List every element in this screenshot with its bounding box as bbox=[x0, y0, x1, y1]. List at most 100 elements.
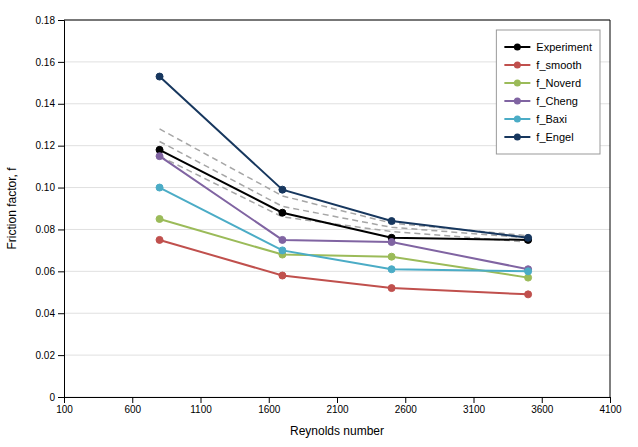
series-line bbox=[160, 129, 529, 236]
tick: 0.02 bbox=[36, 350, 64, 361]
point bbox=[525, 291, 532, 298]
tick-label: 3100 bbox=[463, 404, 486, 415]
tick-mark bbox=[269, 397, 270, 403]
tick-label: 600 bbox=[124, 404, 141, 415]
series-line bbox=[160, 188, 529, 272]
series-line bbox=[160, 141, 529, 237]
legend-marker bbox=[514, 62, 521, 69]
legend: Experimentf_smoothf_Noverdf_Chengf_Baxif… bbox=[496, 30, 600, 154]
tick-label: 0.16 bbox=[36, 57, 56, 68]
tick: 0.12 bbox=[36, 140, 64, 151]
tick-label: 4100 bbox=[599, 404, 622, 415]
tick: 2600 bbox=[395, 397, 418, 415]
marks bbox=[156, 73, 532, 298]
point bbox=[156, 184, 163, 191]
legend-item: f_Engel bbox=[504, 131, 573, 143]
series-line bbox=[160, 240, 529, 294]
tick: 4100 bbox=[599, 397, 622, 415]
legend-box bbox=[496, 30, 600, 154]
tick-label: 0.06 bbox=[36, 266, 56, 277]
tick-label: 0.02 bbox=[36, 350, 56, 361]
axis-line bbox=[58, 21, 65, 398]
series-line bbox=[160, 77, 529, 238]
series-line bbox=[160, 156, 529, 269]
tick: 2100 bbox=[326, 397, 349, 415]
series-line bbox=[160, 219, 529, 278]
tick: 0.04 bbox=[36, 308, 64, 319]
point bbox=[279, 209, 286, 216]
point bbox=[525, 234, 532, 241]
tick-mark bbox=[58, 146, 64, 147]
legend-label: f_Cheng bbox=[536, 95, 578, 107]
tick-label: 100 bbox=[56, 404, 73, 415]
legend-marker bbox=[514, 80, 521, 87]
grid bbox=[64, 20, 610, 397]
tick: 100 bbox=[56, 397, 73, 415]
tick: 0.06 bbox=[36, 266, 64, 277]
y-axis: 0 0.02 0.04 0.06 0.08 0.10 0.12 0.14 0.16 0.18 bbox=[36, 15, 65, 403]
tick: 1100 bbox=[190, 397, 212, 415]
legend-marker bbox=[514, 98, 521, 105]
x-axis-title: Reynolds number bbox=[290, 424, 384, 438]
tick: 3100 bbox=[463, 397, 486, 415]
grid-line bbox=[64, 20, 610, 21]
tick-mark bbox=[58, 20, 64, 21]
grid-line bbox=[64, 229, 610, 230]
tick: 600 bbox=[124, 397, 141, 415]
tick-label: 2600 bbox=[395, 404, 418, 415]
grid-line bbox=[64, 313, 610, 314]
frame bbox=[64, 20, 610, 21]
point bbox=[525, 268, 532, 275]
tick: 0 bbox=[49, 392, 64, 403]
tick-mark bbox=[58, 229, 64, 230]
y-axis-title: Friction factor, f bbox=[5, 167, 19, 250]
tick-mark bbox=[405, 397, 406, 403]
plot: 100600110016002100260031003600410000.020… bbox=[36, 15, 623, 415]
tick-mark bbox=[58, 188, 64, 189]
tick-label: 0.12 bbox=[36, 140, 56, 151]
point bbox=[388, 253, 395, 260]
tick-label: 3600 bbox=[531, 404, 554, 415]
tick-label: 1100 bbox=[190, 404, 212, 415]
tick-mark bbox=[610, 397, 611, 403]
tick-mark bbox=[58, 62, 64, 63]
tick-mark bbox=[132, 397, 133, 403]
tick: 0.14 bbox=[36, 98, 64, 109]
grid-line bbox=[64, 355, 610, 356]
tick: 1600 bbox=[258, 397, 281, 415]
x-axis: 100 600 1100 1600 2100 2600 3100 3600 4100 bbox=[56, 397, 622, 415]
tick-mark bbox=[337, 397, 338, 403]
tick-label: 1600 bbox=[258, 404, 281, 415]
tick-label: 0.08 bbox=[36, 224, 56, 235]
tick-mark bbox=[474, 397, 475, 403]
point bbox=[388, 285, 395, 292]
chart: 100600110016002100260031003600410000.020… bbox=[0, 0, 638, 447]
point bbox=[388, 218, 395, 225]
tick-mark bbox=[58, 271, 64, 272]
point bbox=[156, 215, 163, 222]
point bbox=[279, 272, 286, 279]
legend-item: f_smooth bbox=[504, 59, 581, 71]
point bbox=[388, 266, 395, 273]
point bbox=[279, 186, 286, 193]
axis-line bbox=[65, 398, 611, 404]
point bbox=[279, 236, 286, 243]
tick-mark bbox=[58, 397, 64, 398]
tick-label: 0.10 bbox=[36, 182, 56, 193]
legend-item: Experiment bbox=[504, 41, 592, 53]
tick-mark bbox=[58, 355, 64, 356]
tick: 0.10 bbox=[36, 182, 64, 193]
tick: 0.18 bbox=[36, 15, 64, 26]
tick-mark bbox=[201, 397, 202, 403]
grid-line bbox=[64, 187, 610, 188]
tick: 3600 bbox=[531, 397, 554, 415]
frame bbox=[610, 20, 611, 397]
tick-mark bbox=[58, 313, 64, 314]
point bbox=[279, 247, 286, 254]
legend-marker bbox=[514, 134, 521, 141]
legend-label: f_Baxi bbox=[536, 113, 567, 125]
legend-item: f_Cheng bbox=[504, 95, 578, 107]
legend-item: f_Baxi bbox=[504, 113, 567, 125]
tick: 0.16 bbox=[36, 57, 64, 68]
point bbox=[156, 153, 163, 160]
